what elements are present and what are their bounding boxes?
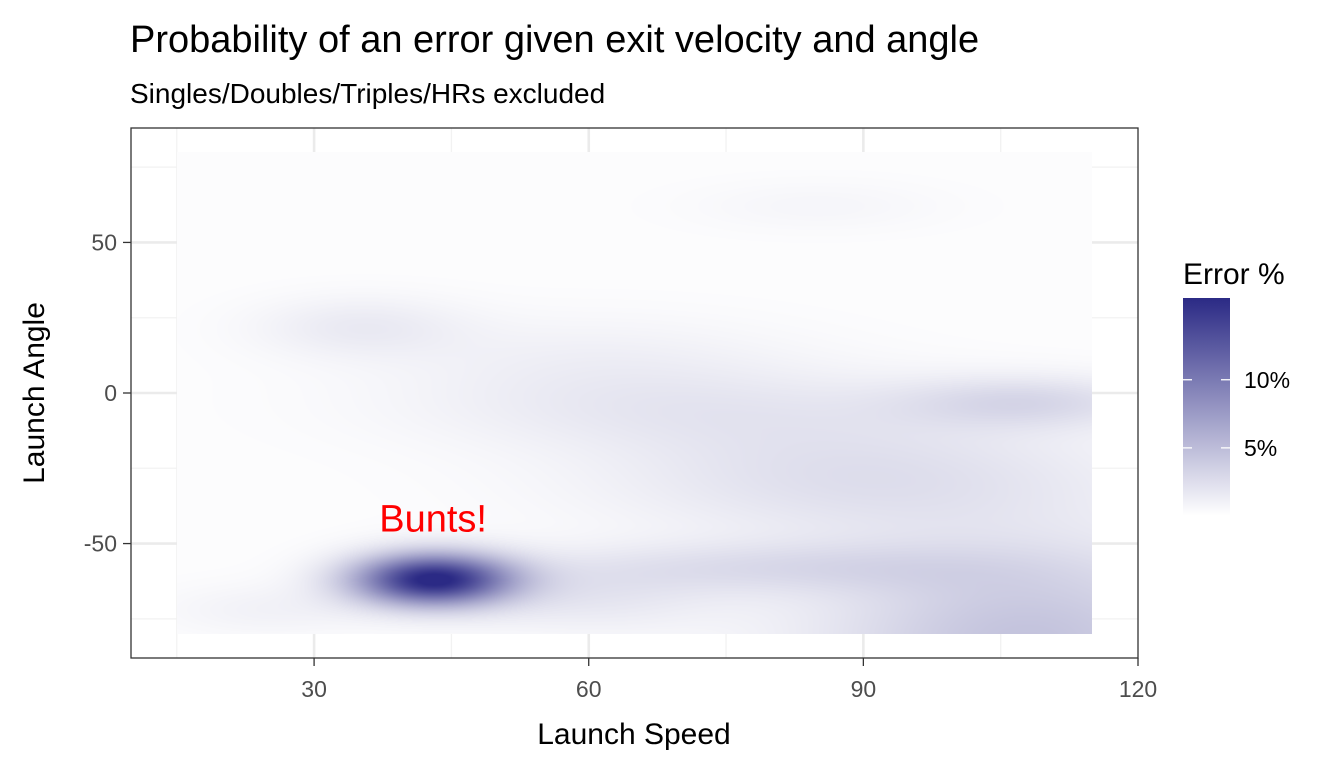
- chart-subtitle: Singles/Doubles/Triples/HRs excluded: [130, 78, 605, 109]
- y-tick-label: 0: [104, 380, 117, 406]
- annotation-label: Bunts!: [379, 499, 487, 541]
- annotations: Bunts!: [379, 499, 487, 541]
- legend: Error % 5% 10%: [1183, 258, 1290, 516]
- heatmap-raster: [177, 152, 1092, 634]
- y-axis: 50 0 -50: [84, 229, 131, 557]
- x-axis: 30 60 90 120: [301, 658, 1157, 702]
- x-tick-label: 60: [576, 676, 602, 702]
- legend-colorbar: [1183, 298, 1230, 516]
- x-tick-label: 90: [851, 676, 877, 702]
- legend-tick-label: 5%: [1244, 435, 1277, 461]
- x-tick-label: 30: [301, 676, 327, 702]
- y-tick-label: 50: [91, 229, 117, 255]
- y-axis-title: Launch Angle: [18, 302, 51, 484]
- legend-ticks: 5% 10%: [1183, 367, 1290, 461]
- chart-title: Probability of an error given exit veloc…: [130, 19, 979, 61]
- y-tick-label: -50: [84, 531, 117, 557]
- legend-title: Error %: [1183, 258, 1285, 291]
- x-axis-title: Launch Speed: [537, 718, 731, 751]
- x-tick-label: 120: [1119, 676, 1157, 702]
- legend-tick-label: 10%: [1244, 367, 1290, 393]
